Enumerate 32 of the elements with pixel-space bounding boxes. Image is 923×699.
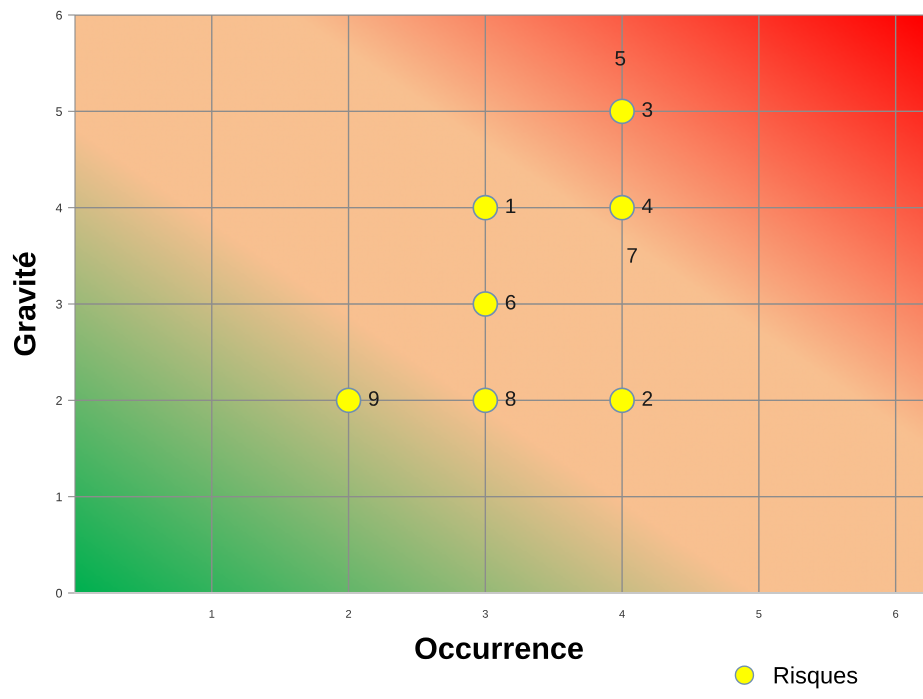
annotation: 5 (615, 51, 626, 66)
annotation: 6 (506, 294, 516, 310)
annotation: 9 (368, 391, 379, 406)
point (472, 387, 498, 414)
y-axis-title: Gravité (12, 252, 36, 356)
y-tick-label: 5 (56, 107, 62, 116)
point (609, 387, 635, 414)
x-tick-label: 4 (619, 610, 625, 618)
annotation: 7 (627, 248, 637, 263)
x-tick-label: 2 (346, 610, 352, 618)
y-tick-label: 2 (56, 396, 62, 405)
x-tick-label: 6 (893, 610, 898, 618)
point (609, 194, 635, 221)
y-tick-label: 0 (56, 588, 62, 598)
point (336, 387, 362, 414)
annotation: 2 (642, 391, 652, 406)
y-tick-label: 3 (56, 300, 62, 309)
annotation: 8 (506, 391, 516, 406)
x-tick-label: 5 (756, 610, 762, 618)
y-tick-label: 1 (56, 492, 62, 502)
point (472, 291, 498, 317)
annotation: 1 (506, 198, 516, 214)
y-tick-label: 6 (56, 10, 62, 20)
x-tick-label: 3 (482, 610, 488, 618)
x-tick-label: 1 (210, 610, 214, 618)
annotation: 4 (642, 198, 653, 214)
legend-label: Risques (774, 666, 858, 688)
x-axis-title: Occurrence (415, 638, 583, 660)
point (609, 98, 635, 124)
y-tick-label: 4 (56, 204, 62, 212)
annotation: 3 (642, 102, 652, 117)
point (472, 194, 498, 221)
